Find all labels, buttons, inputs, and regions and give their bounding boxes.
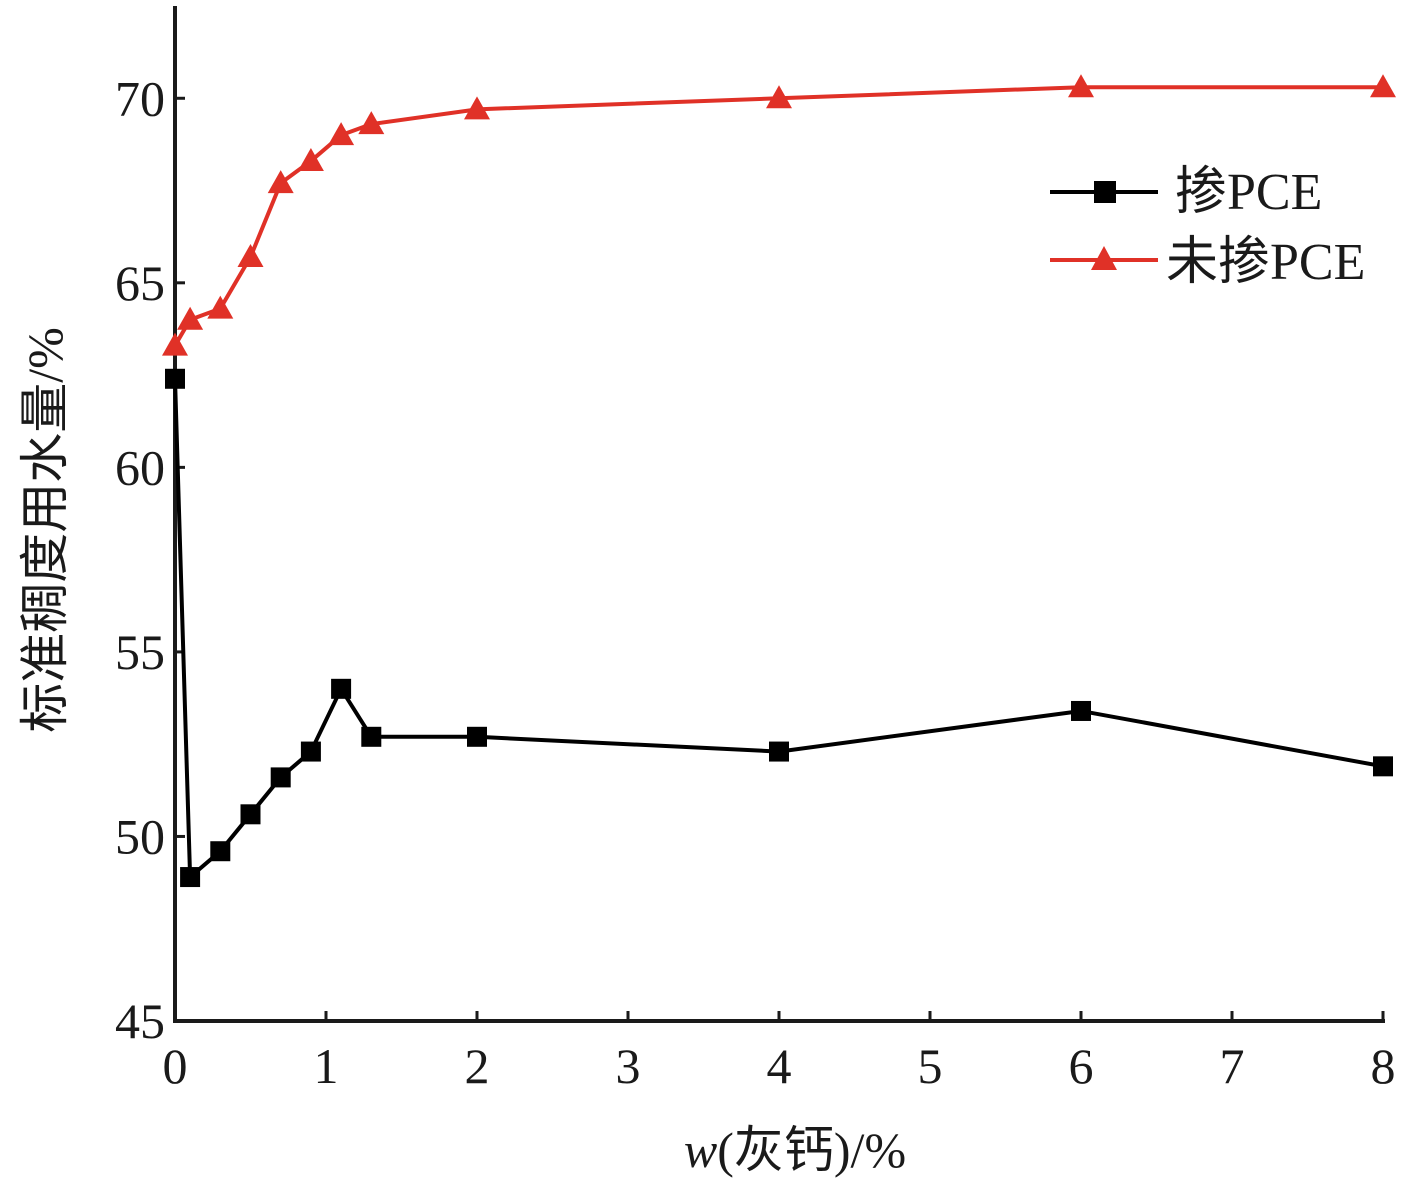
data-point — [297, 148, 324, 172]
data-point — [331, 678, 352, 699]
x-axis-title: w(灰钙)/% — [684, 1122, 906, 1178]
x-tick-label: 6 — [1069, 1038, 1094, 1094]
data-point — [467, 726, 487, 747]
legend-item-no-pce: 未掺PCE — [1050, 234, 1365, 291]
x-tick-label: 7 — [1220, 1038, 1245, 1094]
data-point — [766, 85, 792, 109]
data-point — [240, 804, 261, 825]
y-tick-label: 45 — [115, 993, 165, 1049]
data-point — [177, 306, 204, 330]
series-layer — [162, 74, 1396, 888]
data-point — [270, 767, 291, 788]
y-tick-label: 50 — [115, 808, 165, 864]
data-point — [210, 841, 231, 862]
data-point — [267, 170, 294, 194]
legend-label-no-pce: 未掺PCE — [1166, 234, 1365, 291]
y-tick-label: 55 — [115, 624, 165, 680]
x-tick-label: 3 — [616, 1038, 641, 1094]
x-tick-label: 0 — [163, 1038, 188, 1094]
x-axis-title-rest: (灰钙)/% — [717, 1122, 906, 1178]
legend-item-pce: 掺PCE — [1050, 164, 1322, 221]
y-axis-title: 标准稠度用水量/% — [17, 327, 73, 733]
axes — [173, 6, 1385, 1023]
legend-label-pce: 掺PCE — [1175, 164, 1322, 221]
data-point — [328, 122, 355, 146]
data-point — [1071, 700, 1091, 721]
x-tick-label: 8 — [1371, 1038, 1396, 1094]
legend: 掺PCE 未掺PCE — [1050, 164, 1365, 291]
data-point — [361, 726, 382, 747]
legend-marker-triangle — [1091, 246, 1117, 270]
x-ticks: 0 1 2 3 4 5 6 7 8 — [163, 1011, 1396, 1094]
data-point — [237, 243, 264, 267]
data-point — [769, 741, 789, 762]
y-tick-label: 70 — [115, 70, 165, 126]
y-tick-label: 60 — [115, 439, 165, 495]
y-ticks: 45 50 55 60 65 70 — [115, 70, 185, 1049]
legend-marker-square — [1094, 181, 1116, 203]
series-0 — [165, 368, 1393, 888]
x-tick-label: 1 — [314, 1038, 339, 1094]
x-tick-label: 5 — [918, 1038, 943, 1094]
x-tick-label: 4 — [767, 1038, 792, 1094]
data-point — [464, 96, 490, 120]
series-1 — [162, 74, 1396, 356]
data-point — [300, 741, 321, 762]
x-tick-label: 2 — [465, 1038, 490, 1094]
data-point — [1373, 756, 1393, 777]
data-point — [1370, 74, 1396, 98]
data-point — [165, 368, 185, 389]
data-point — [207, 295, 234, 319]
data-point — [1068, 74, 1094, 98]
x-axis-title-italic: w — [684, 1122, 717, 1178]
y-tick-label: 65 — [115, 255, 165, 311]
data-point — [358, 111, 385, 135]
data-point — [180, 867, 201, 888]
series-line — [173, 378, 1384, 882]
data-point — [162, 332, 188, 356]
